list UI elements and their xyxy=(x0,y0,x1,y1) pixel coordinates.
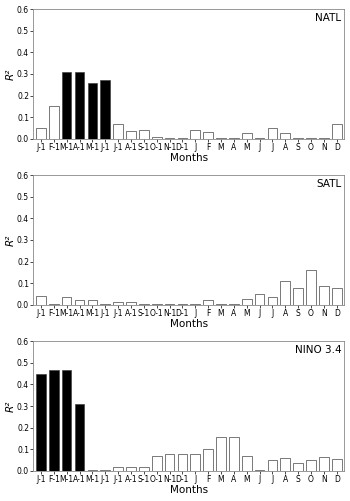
Bar xyxy=(88,301,97,305)
Bar xyxy=(203,301,213,305)
Bar xyxy=(293,288,303,305)
Bar xyxy=(255,138,264,139)
Bar xyxy=(293,138,303,139)
Bar xyxy=(242,133,252,139)
Bar xyxy=(152,304,161,305)
Bar xyxy=(100,304,110,305)
Bar xyxy=(139,466,149,471)
Bar xyxy=(268,460,277,471)
Bar xyxy=(229,437,239,471)
Bar xyxy=(268,128,277,139)
Bar xyxy=(332,459,342,471)
X-axis label: Months: Months xyxy=(170,319,208,329)
Bar xyxy=(216,437,226,471)
Bar xyxy=(190,304,200,305)
Bar xyxy=(36,296,46,305)
Bar xyxy=(306,138,316,139)
Bar xyxy=(332,288,342,305)
Bar xyxy=(190,453,200,471)
Bar xyxy=(255,470,264,471)
Text: NINO 3.4: NINO 3.4 xyxy=(295,345,341,355)
Y-axis label: R²: R² xyxy=(6,234,15,245)
Y-axis label: R²: R² xyxy=(6,400,15,412)
Bar xyxy=(100,470,110,471)
X-axis label: Months: Months xyxy=(170,485,208,495)
Bar xyxy=(177,304,187,305)
Text: SATL: SATL xyxy=(316,179,341,189)
Bar xyxy=(49,304,59,305)
Text: NATL: NATL xyxy=(315,13,341,23)
Bar xyxy=(62,72,71,139)
Bar xyxy=(280,281,290,305)
Bar xyxy=(203,449,213,471)
Bar xyxy=(268,297,277,305)
Bar xyxy=(293,463,303,471)
Bar xyxy=(75,404,84,471)
Bar xyxy=(113,124,123,139)
Bar xyxy=(126,466,136,471)
Bar xyxy=(88,470,97,471)
Bar xyxy=(255,294,264,305)
Bar xyxy=(332,124,342,139)
Bar xyxy=(280,458,290,471)
Bar xyxy=(152,137,161,139)
Bar xyxy=(49,106,59,139)
Bar xyxy=(165,304,174,305)
Y-axis label: R²: R² xyxy=(6,68,15,80)
Bar xyxy=(242,456,252,471)
Bar xyxy=(75,301,84,305)
Bar xyxy=(177,453,187,471)
Bar xyxy=(306,270,316,305)
Bar xyxy=(306,460,316,471)
Bar xyxy=(139,304,149,305)
Bar xyxy=(203,132,213,139)
Bar xyxy=(319,457,329,471)
Bar xyxy=(62,370,71,471)
Bar xyxy=(36,128,46,139)
Bar xyxy=(126,302,136,305)
Bar xyxy=(152,456,161,471)
Bar xyxy=(139,130,149,139)
Bar xyxy=(229,138,239,139)
Bar xyxy=(113,302,123,305)
Bar xyxy=(177,138,187,139)
Bar xyxy=(88,83,97,139)
Bar xyxy=(113,466,123,471)
Bar xyxy=(165,453,174,471)
Bar xyxy=(126,131,136,139)
Bar xyxy=(319,138,329,139)
Bar xyxy=(36,374,46,471)
Bar xyxy=(190,130,200,139)
Bar xyxy=(165,138,174,139)
Bar xyxy=(49,370,59,471)
Bar xyxy=(280,133,290,139)
X-axis label: Months: Months xyxy=(170,153,208,163)
Bar xyxy=(100,80,110,139)
Bar xyxy=(229,304,239,305)
Bar xyxy=(75,72,84,139)
Bar xyxy=(216,304,226,305)
Bar xyxy=(216,138,226,139)
Bar xyxy=(62,297,71,305)
Bar xyxy=(242,300,252,305)
Bar xyxy=(319,287,329,305)
